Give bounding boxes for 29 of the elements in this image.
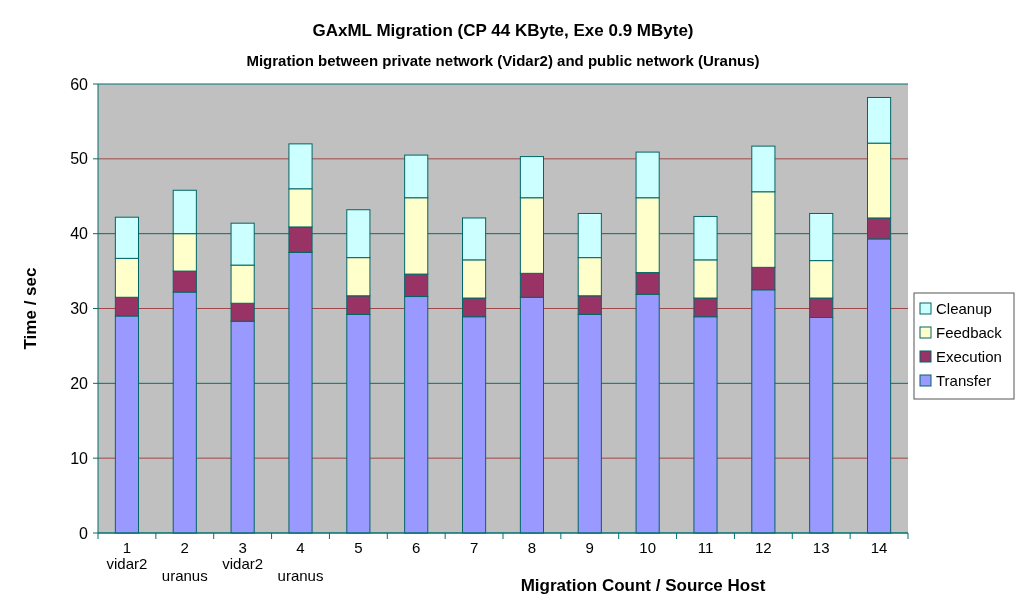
x-tick-label: 6: [412, 539, 421, 556]
x-tick-label: 11: [697, 539, 714, 556]
x-tick-label: 12: [755, 539, 772, 556]
x-tick-label: 2 uranus: [161, 539, 208, 584]
x-tick-label: 9: [585, 539, 594, 556]
legend-label: Feedback: [936, 324, 1003, 342]
x-tick-label: 7: [469, 539, 479, 556]
y-axis-title: Time / sec: [21, 267, 40, 350]
x-tick-label: 10: [639, 539, 656, 556]
legend-label: Execution: [936, 348, 1002, 366]
y-tick-label: 60: [70, 75, 89, 93]
x-tick-label: 4 uranus: [277, 539, 324, 584]
y-tick-label: 50: [70, 150, 89, 168]
x-tick-label: 13: [812, 539, 830, 556]
chart-title: GAxML Migration (CP 44 KByte, Exe 0.9 MByte): [312, 21, 694, 40]
x-tick-label: 14: [870, 539, 888, 556]
y-tick-label: 10: [70, 449, 89, 467]
legend-label: Cleanup: [936, 300, 992, 318]
x-tick-label: 8: [527, 539, 537, 556]
x-axis-title: Migration Count / Source Host: [520, 576, 766, 595]
y-tick-label: 30: [70, 300, 89, 318]
legend-label: Transfer: [936, 372, 992, 390]
y-tick-label: 20: [70, 374, 89, 392]
x-tick-label: 1 vidar2: [106, 539, 148, 572]
chart-subtitle: Migration between private network (Vidar2) and public network (Uranus): [246, 52, 760, 69]
y-tick-label: 0: [79, 524, 89, 542]
x-tick-label: 5: [354, 539, 363, 556]
y-tick-label: 40: [70, 225, 89, 243]
x-tick-label: 3 vidar2: [222, 539, 264, 572]
